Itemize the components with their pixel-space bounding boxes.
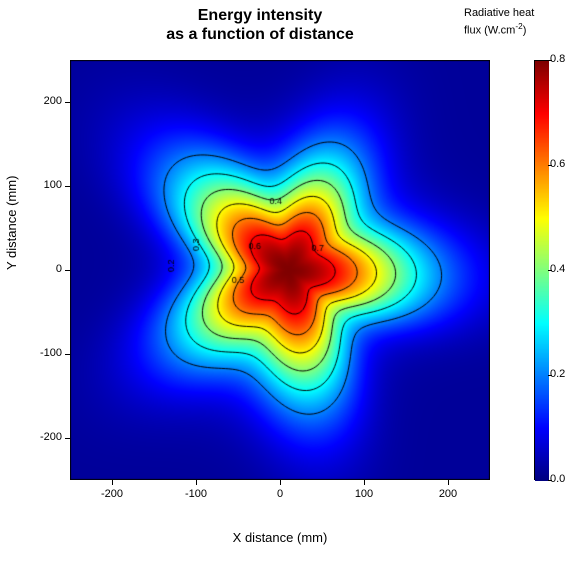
cbar-title-line2-suffix: ) [523, 25, 527, 37]
colorbar-canvas [535, 61, 549, 481]
heatmap-canvas [70, 60, 490, 480]
y-tick-label: 100 [22, 179, 62, 191]
y-tickmark [65, 186, 70, 187]
x-tickmark [112, 480, 113, 485]
title-line-2: as a function of distance [166, 26, 354, 43]
cbar-title-exp: -2 [515, 22, 522, 31]
y-tickmark [65, 438, 70, 439]
x-tickmark [448, 480, 449, 485]
colorbar-tick-label: 0.2 [550, 368, 565, 380]
y-axis-label: Y distance (mm) [4, 176, 19, 270]
colorbar-tick-label: 0.0 [550, 473, 565, 485]
figure: Energy intensity as a function of distan… [0, 0, 580, 562]
y-tickmark [65, 354, 70, 355]
colorbar-tick-label: 0.4 [550, 263, 565, 275]
x-tick-label: 100 [344, 488, 384, 500]
colorbar [534, 60, 548, 480]
x-axis-label: X distance (mm) [60, 530, 500, 545]
y-tick-label: 0 [22, 263, 62, 275]
x-tickmark [364, 480, 365, 485]
x-tick-label: 0 [260, 488, 300, 500]
y-tick-label: -200 [22, 431, 62, 443]
title-line-1: Energy intensity [198, 7, 322, 24]
heatmap-plot [70, 60, 490, 480]
cbar-title-line1: Radiative heat [464, 7, 534, 19]
colorbar-title: Radiative heat flux (W.cm-2) [464, 6, 574, 39]
y-tick-label: -100 [22, 347, 62, 359]
colorbar-tick-label: 0.6 [550, 158, 565, 170]
cbar-title-line2-prefix: flux (W.cm [464, 25, 515, 37]
x-tick-label: -200 [92, 488, 132, 500]
x-tick-label: -100 [176, 488, 216, 500]
chart-title: Energy intensity as a function of distan… [60, 6, 460, 44]
colorbar-tick-label: 0.8 [550, 53, 565, 65]
y-tick-label: 200 [22, 95, 62, 107]
y-tickmark [65, 102, 70, 103]
x-tick-label: 200 [428, 488, 468, 500]
x-tickmark [196, 480, 197, 485]
y-tickmark [65, 270, 70, 271]
x-tickmark [280, 480, 281, 485]
